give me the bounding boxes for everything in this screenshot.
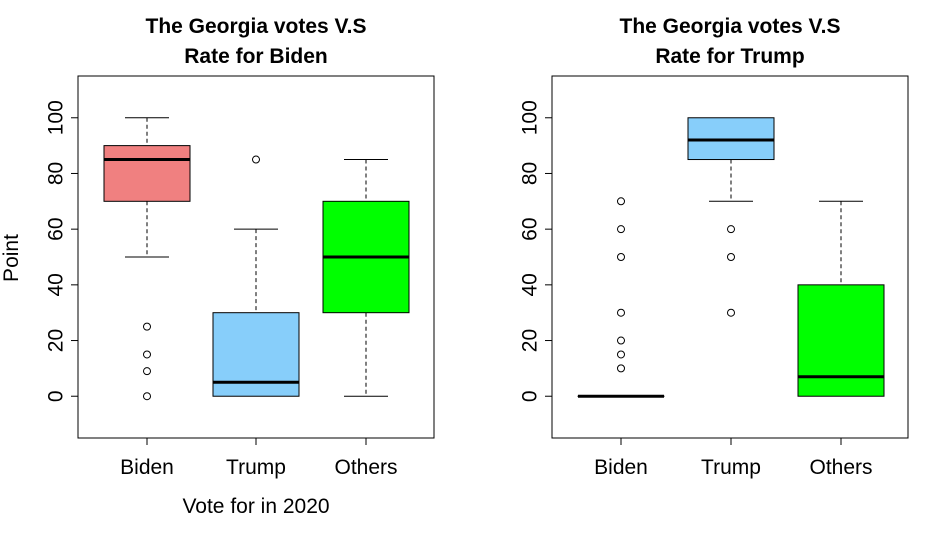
box-others [797,284,885,397]
panel-biden-rate: The Georgia votes V.S Rate for Biden Vot… [0,15,435,518]
chart-title-line-2: Rate for Trump [655,45,804,68]
y-tick-label: 60 [518,217,541,240]
y-tick-label: 40 [44,273,67,296]
y-tick-label: 100 [44,100,67,135]
outlier-point-biden [143,350,151,359]
box-biden [103,145,191,202]
x-tick-label: Biden [120,456,174,479]
chart-title-line-1: The Georgia votes V.S [620,15,841,38]
outlier-point-biden [617,308,625,317]
x-tick-label: Others [809,456,872,479]
panel-trump-rate: The Georgia votes V.S Rate for Trump 0 20… [518,15,909,479]
x-tick-label: Biden [594,456,648,479]
y-axis-label: Point [0,234,23,282]
y-tick-label: 80 [518,162,541,185]
x-axis-label: Vote for in 2020 [182,495,329,518]
outlier-point-biden [617,197,625,206]
x-tick-label: Trump [701,456,761,479]
outlier-point-trump [727,308,735,317]
outlier-point-biden [617,253,625,261]
outlier-point-biden [143,367,151,376]
y-tick-label: 20 [44,329,67,352]
y-tick-label: 0 [44,390,67,402]
outlier-point-biden [617,336,625,345]
outlier-point-biden [617,225,625,234]
outlier-point-biden [617,364,625,373]
y-tick-label: 20 [518,329,541,352]
y-tick-label: 100 [518,100,541,135]
chart-title-line-1: The Georgia votes V.S [146,15,367,38]
x-tick-label: Trump [226,456,286,479]
chart-title-line-2: Rate for Biden [184,45,328,68]
outlier-point-biden [143,322,151,331]
outlier-point-trump [727,253,735,261]
y-tick-label: 80 [44,162,67,185]
x-tick-label: Others [334,456,397,479]
outlier-point-biden [143,392,151,401]
outlier-point-biden [617,350,625,359]
y-tick-label: 40 [518,273,541,296]
y-tick-label: 0 [518,390,541,402]
outlier-point-trump [252,155,260,164]
y-tick-label: 60 [44,217,67,240]
outlier-point-trump [727,225,735,234]
